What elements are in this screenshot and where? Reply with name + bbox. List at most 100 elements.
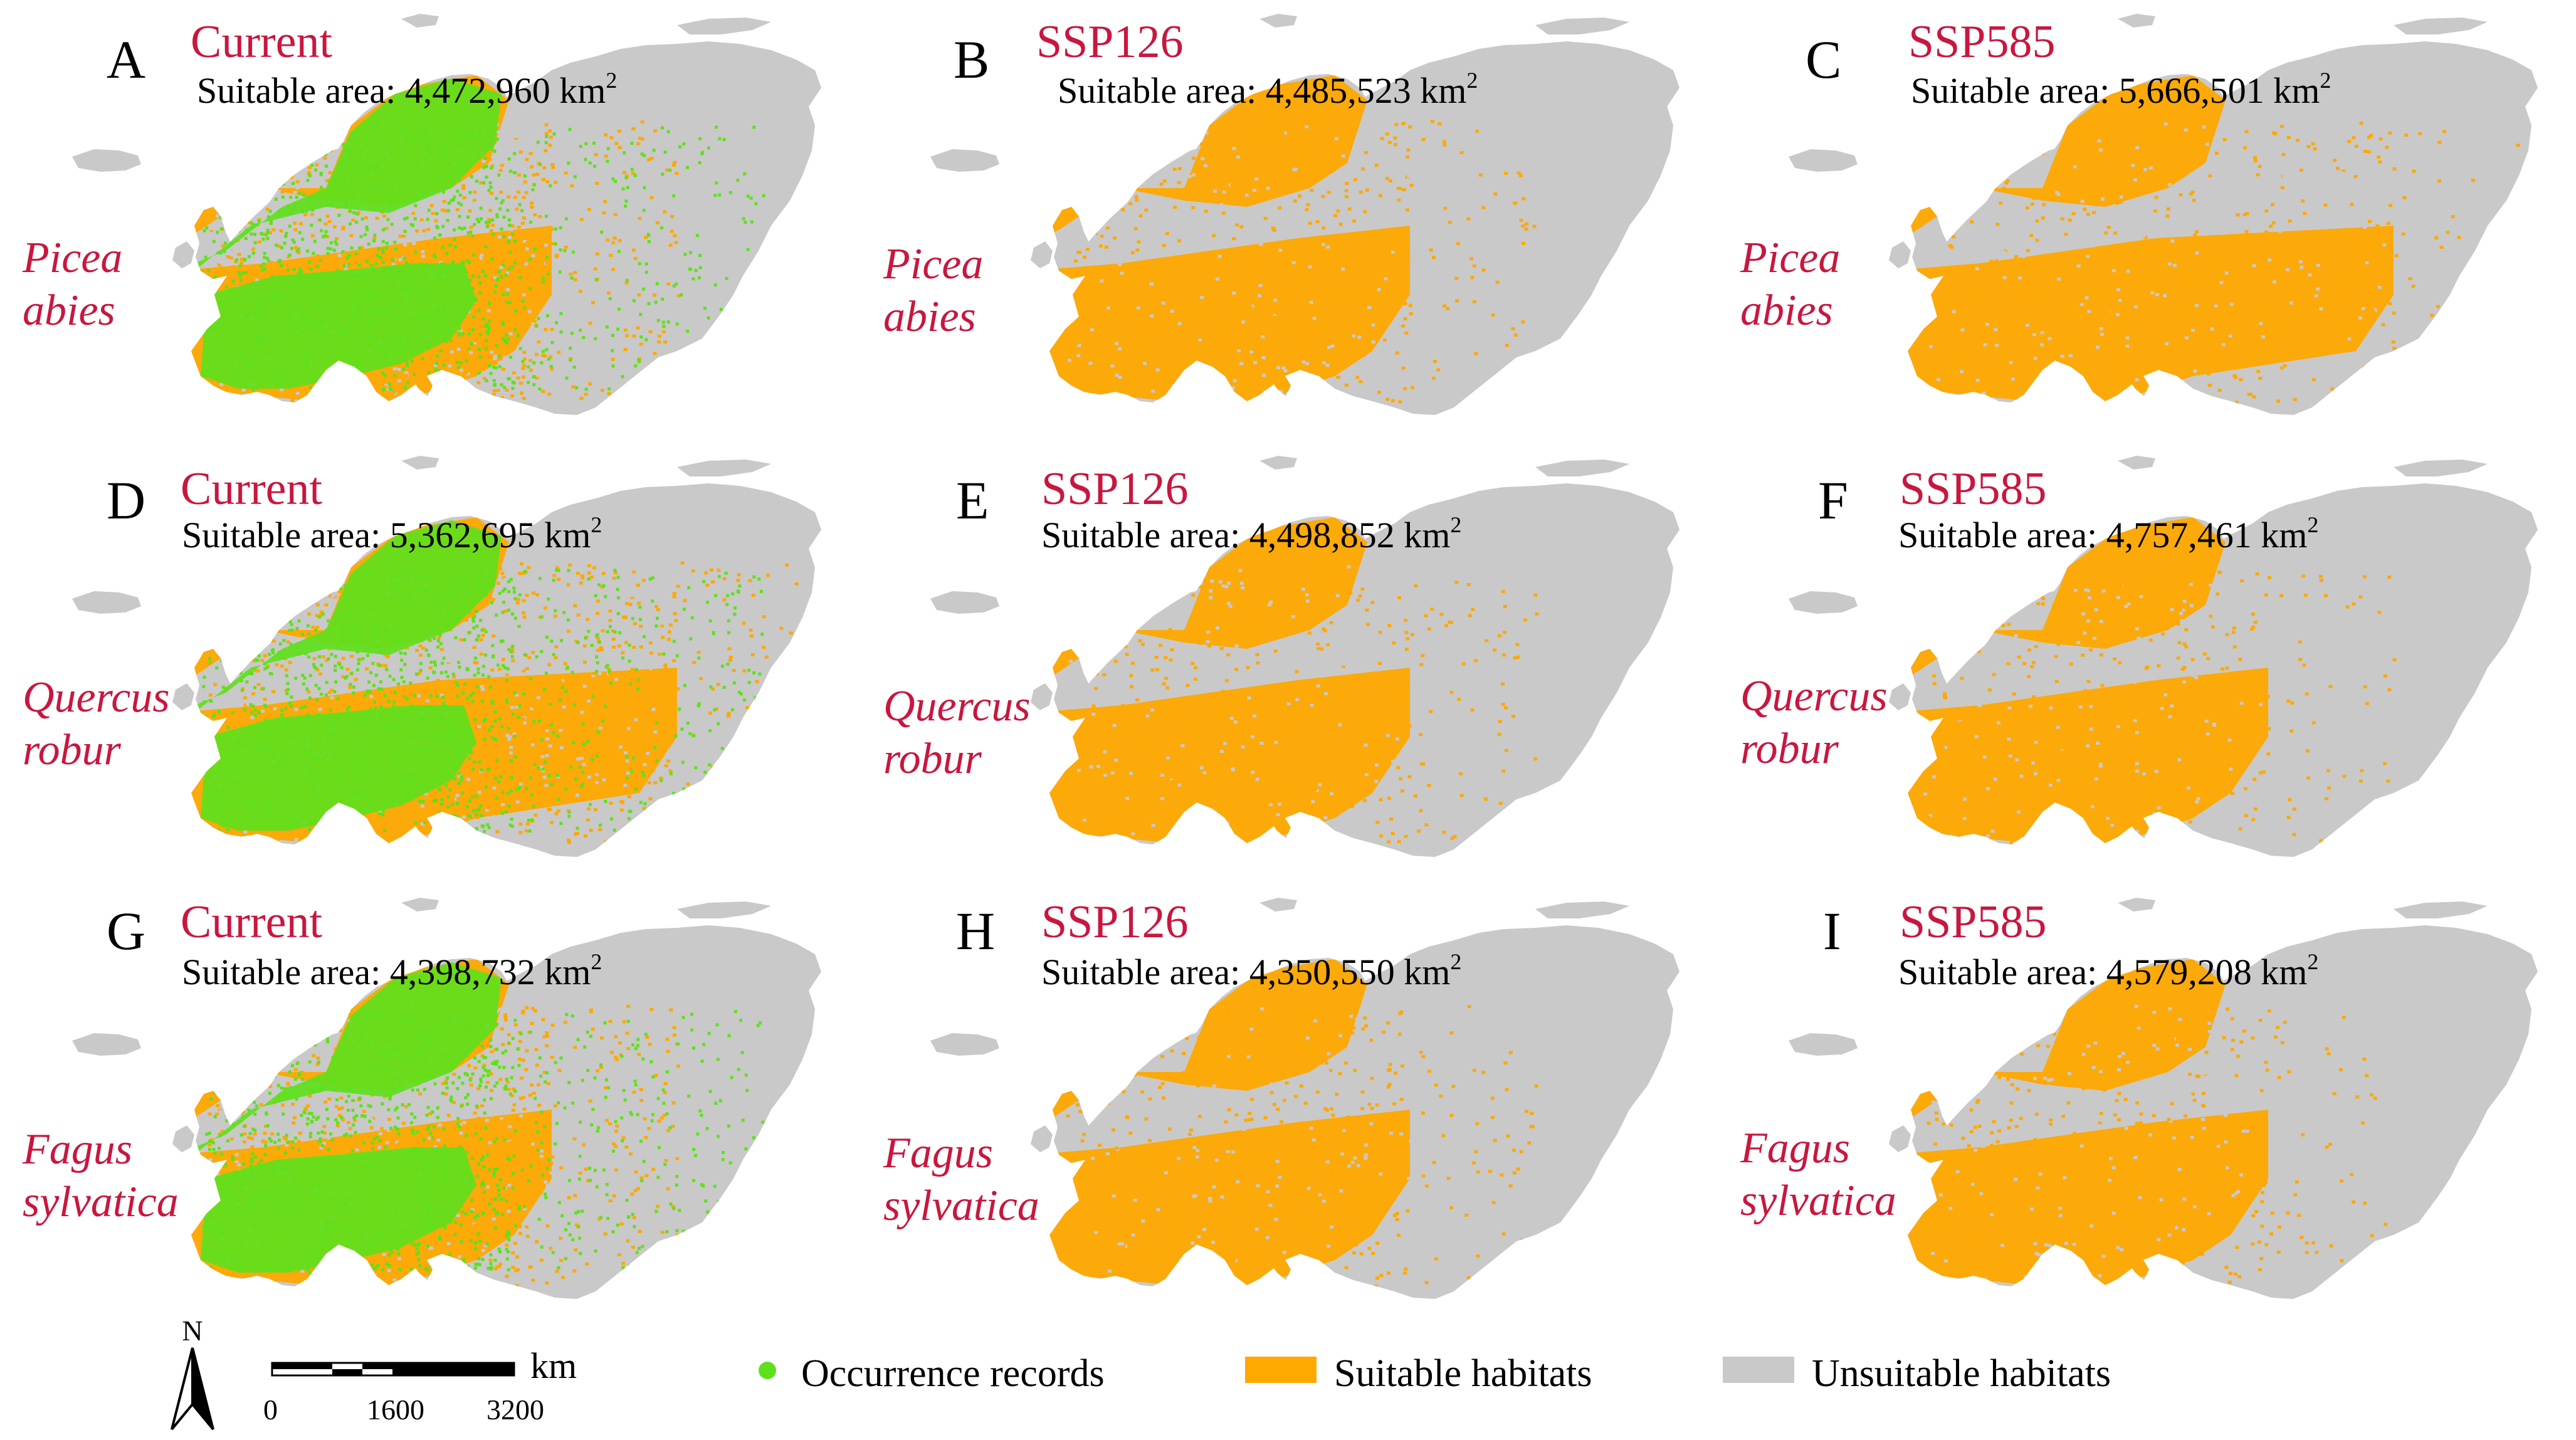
habitat-cell [545, 728, 549, 732]
occurrence-point [222, 775, 226, 779]
habitat-cell [1314, 174, 1318, 178]
habitat-cell [1481, 268, 1486, 272]
occurrence-point [669, 772, 673, 775]
occurrence-point [245, 339, 249, 343]
occurrence-point [455, 320, 459, 323]
occurrence-point [606, 147, 610, 150]
habitat-cell [2238, 176, 2242, 180]
occurrence-point [333, 690, 337, 693]
habitat-cell [1281, 366, 1286, 370]
habitat-cell [508, 751, 513, 755]
occurrence-point [306, 160, 310, 164]
habitat-cell [2021, 132, 2026, 136]
habitat-cell [525, 594, 529, 597]
habitat-cell [466, 777, 470, 781]
occurrence-point [216, 251, 220, 255]
habitat-cell [337, 129, 341, 132]
habitat-cell [2439, 246, 2444, 250]
occurrence-point [455, 277, 459, 281]
habitat-cell [1276, 366, 1280, 370]
occurrence-point [342, 331, 345, 335]
habitat-cell [2195, 230, 2199, 234]
habitat-cell [2006, 179, 2010, 183]
habitat-cell [372, 828, 377, 831]
occurrence-point [618, 307, 621, 311]
habitat-cell [315, 626, 320, 629]
habitat-cell [277, 189, 281, 193]
habitat-cell [492, 389, 497, 392]
occurrence-point [608, 297, 612, 300]
habitat-cell [597, 791, 602, 794]
occurrence-point [241, 310, 244, 313]
habitat-cell [2373, 308, 2377, 312]
habitat-cell [1249, 350, 1254, 354]
occurrence-point [246, 137, 250, 140]
habitat-cell [2000, 325, 2005, 329]
occurrence-point [341, 307, 345, 311]
occurrence-point [360, 185, 364, 189]
occurrence-point [477, 308, 481, 312]
habitat-cell [2214, 269, 2218, 273]
occurrence-point [330, 321, 334, 325]
habitat-cell [2009, 181, 2014, 185]
habitat-cell [368, 264, 372, 268]
habitat-cell [2301, 274, 2306, 278]
habitat-cell [2039, 256, 2043, 260]
occurrence-point [544, 141, 548, 144]
occurrence-point [439, 317, 443, 321]
habitat-cell [315, 163, 319, 167]
occurrence-point [243, 258, 247, 262]
occurrence-point [402, 256, 406, 260]
occurrence-point [421, 298, 424, 302]
occurrence-point [556, 734, 560, 738]
habitat-cell [1318, 243, 1322, 246]
habitat-cell [1325, 364, 1330, 367]
habitat-cell [329, 826, 334, 829]
habitat-cell [2098, 148, 2103, 152]
habitat-cell [2189, 135, 2193, 139]
habitat-cell [501, 400, 505, 404]
habitat-cell [450, 350, 455, 354]
habitat-cell [323, 707, 328, 711]
habitat-cell [419, 218, 424, 222]
habitat-cell [632, 570, 636, 574]
habitat-cell [541, 354, 545, 357]
habitat-cell [1218, 384, 1222, 388]
habitat-cell [217, 263, 221, 267]
habitat-cell [1095, 286, 1100, 290]
habitat-cell [1982, 373, 1986, 377]
habitat-cell [567, 752, 571, 756]
habitat-cell [397, 367, 401, 371]
habitat-cell [657, 690, 661, 693]
habitat-cell [510, 224, 515, 228]
habitat-cell [1495, 280, 1500, 284]
occurrence-point [330, 653, 334, 656]
habitat-cell [1138, 220, 1142, 224]
habitat-cell [636, 584, 640, 587]
habitat-cell [1222, 211, 1226, 215]
habitat-cell [626, 771, 630, 775]
occurrence-point [505, 339, 508, 343]
occurrence-point [409, 735, 413, 738]
habitat-cell [2347, 368, 2351, 372]
habitat-cell [369, 661, 373, 665]
habitat-cell [480, 253, 484, 257]
habitat-cell [1161, 303, 1165, 307]
habitat-cell [2087, 310, 2091, 313]
scenario-label: SSP126 [1036, 16, 1184, 68]
habitat-cell [322, 142, 327, 146]
habitat-cell [451, 680, 456, 684]
occurrence-point [263, 251, 266, 255]
habitat-cell [271, 228, 276, 231]
habitat-cell [294, 838, 298, 841]
habitat-cell [523, 357, 527, 361]
habitat-cell [452, 675, 456, 679]
occurrence-point [466, 231, 470, 235]
occurrence-point [271, 192, 275, 196]
habitat-cell [1359, 380, 1363, 384]
occurrence-point [401, 779, 404, 783]
habitat-cell [426, 245, 430, 249]
occurrence-point [321, 612, 325, 616]
habitat-cell [595, 182, 599, 185]
habitat-cell [333, 135, 337, 139]
